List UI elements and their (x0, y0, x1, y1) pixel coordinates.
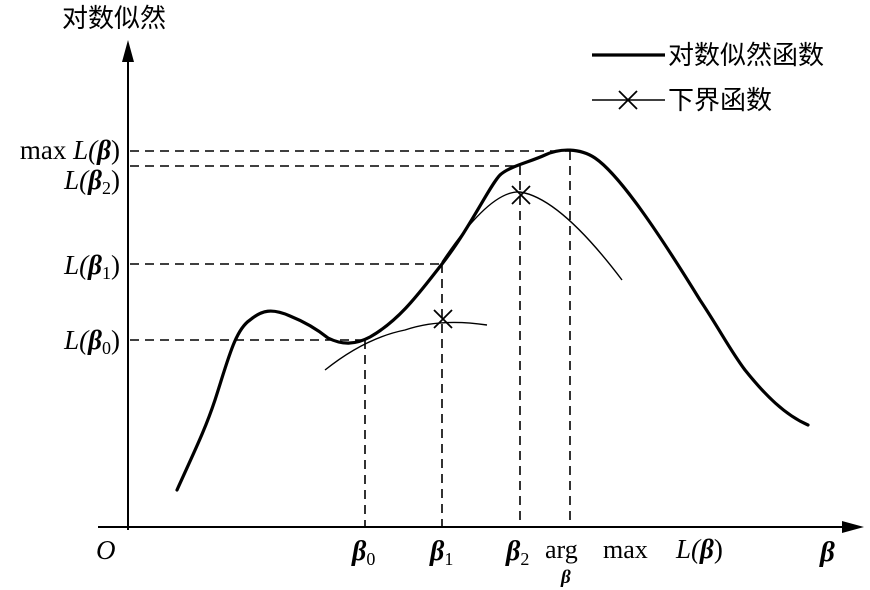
x-label-argmax-arg: arg (545, 535, 578, 564)
x-label-argmax-func: L(β) (675, 534, 723, 564)
y-axis-arrowhead (122, 40, 134, 62)
lower-bound-curve-1 (441, 191, 623, 281)
x-label-b2: β2 (505, 536, 529, 569)
log-likelihood-curve (175, 148, 810, 492)
x-label-b0: β0 (351, 536, 375, 569)
legend-lower-bound-label: 下界函数 (668, 86, 772, 116)
legend-loglik-label: 对数似然函数 (668, 41, 824, 71)
y-axis-title: 对数似然 (62, 4, 166, 34)
x-label-argmax-under: β (560, 567, 571, 588)
axes (98, 40, 864, 533)
x-label-b1: β1 (429, 536, 453, 569)
x-axis-arrowhead (842, 521, 864, 533)
y-label-l2: L(β2) (63, 165, 120, 198)
y-label-max: max L(β) (20, 135, 120, 165)
lower-bound-curve-0 (324, 321, 488, 371)
legend: 对数似然函数 下界函数 (592, 41, 824, 116)
guide-lines (130, 150, 571, 527)
legend-lower-bound-marker (618, 90, 638, 110)
x-axis-symbol: β (819, 536, 835, 568)
lower-bound-max-marker-1 (511, 185, 531, 205)
x-label-argmax: arg β max L(β) (545, 534, 723, 588)
origin-label: O (96, 535, 116, 565)
lower-bound-curves (324, 185, 623, 371)
y-label-l1: L(β1) (63, 250, 120, 283)
x-label-argmax-max: max (603, 535, 648, 564)
lower-bound-max-marker-0 (433, 309, 453, 329)
y-label-l0: L(β0) (63, 325, 120, 358)
